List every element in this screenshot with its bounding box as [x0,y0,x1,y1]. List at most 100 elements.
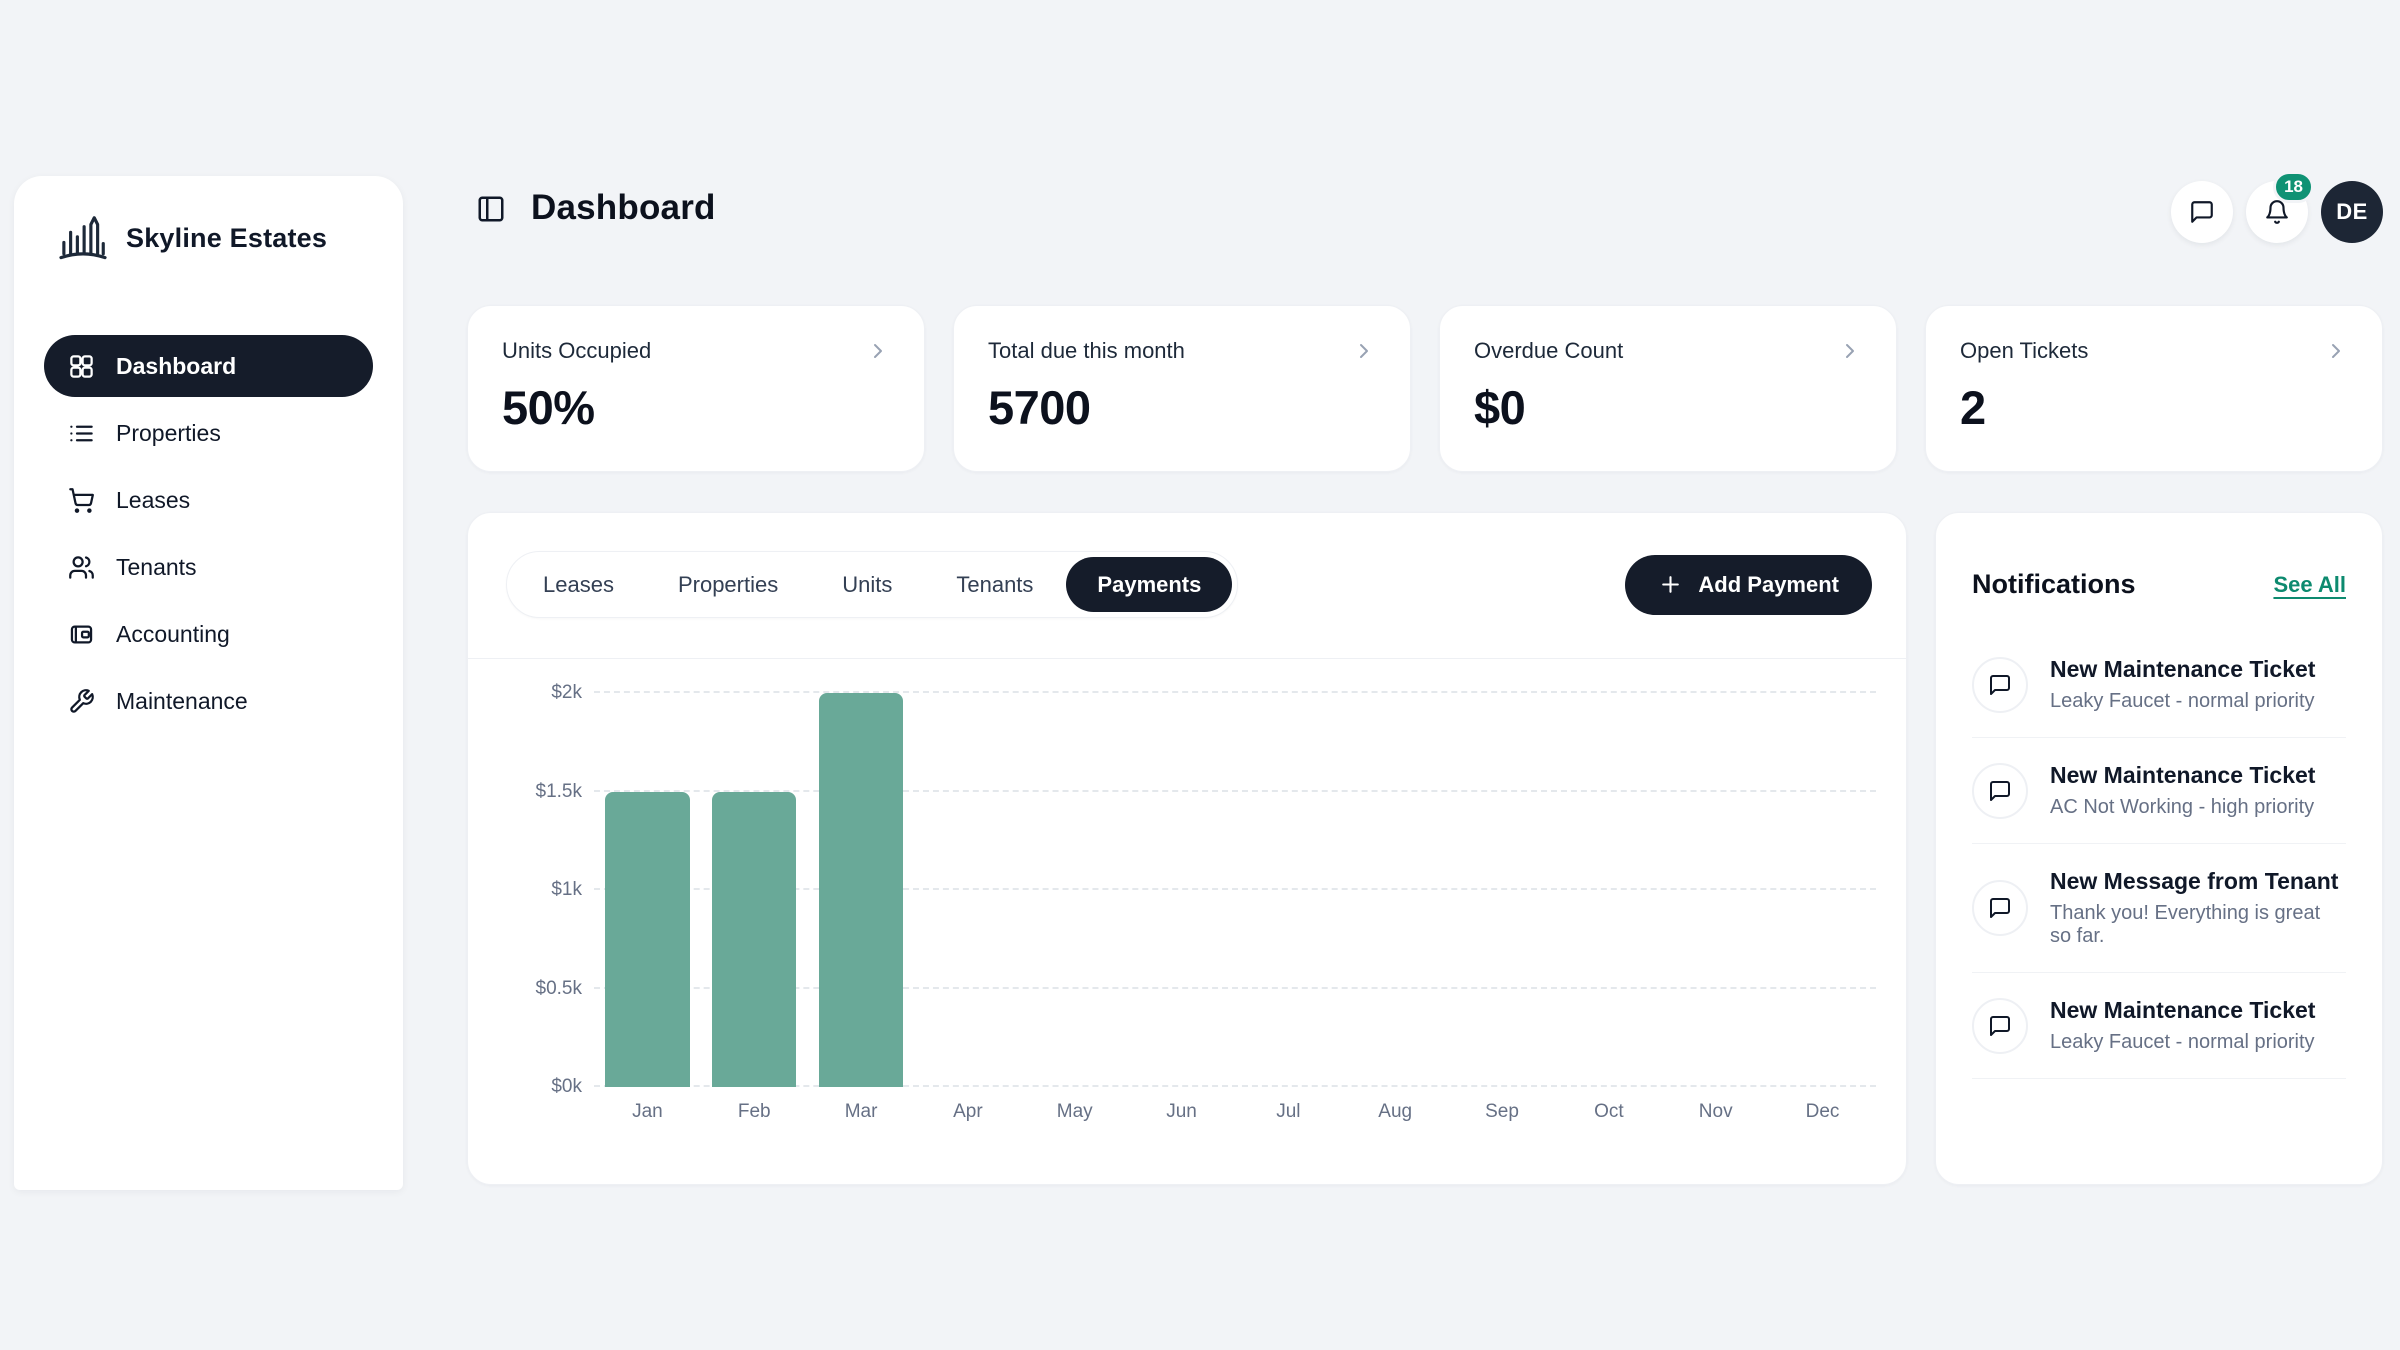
x-axis-tick-label: Jul [1276,1101,1301,1122]
bar-feb [712,791,797,1087]
wallet-icon [68,621,95,648]
chevron-right-icon [2324,339,2348,363]
stat-value: $0 [1474,381,1526,434]
chart-plot [594,691,1876,1087]
users-icon [68,554,95,581]
gridline [594,986,1876,989]
sidebar-item-label: Leases [116,486,191,513]
x-axis-tick-label: Nov [1698,1101,1733,1122]
wrench-icon [68,688,95,715]
sidebar-toggle-button[interactable] [476,194,506,224]
sidebar-item-label: Accounting [116,620,230,647]
sidebar-item-leases[interactable]: Leases [44,469,373,531]
notifications-panel: Notifications See All New Maintenance Ti… [1935,512,2383,1185]
list-icon [68,420,95,447]
x-axis-tick-label: May [1056,1101,1093,1122]
stat-card-open-tickets[interactable]: Open Tickets 2 [1925,305,2383,472]
stat-label: Open Tickets [1960,338,2089,363]
avatar[interactable]: DE [2321,181,2383,243]
main-content: Leases Properties Units Tenants Payments… [467,512,2383,1185]
payments-chart-card: Leases Properties Units Tenants Payments… [467,512,1907,1185]
x-axis-tick-label: Mar [844,1101,878,1122]
notification-title: New Message from Tenant [2050,868,2339,894]
sidebar-item-label: Dashboard [116,352,237,379]
plus-icon [1658,572,1683,597]
entity-tabs: Leases Properties Units Tenants Payments [506,551,1239,618]
brand: Skyline Estates [44,210,373,266]
chevron-right-icon [1838,339,1862,363]
chat-bubble-icon [1972,880,2028,936]
notification-title: New Maintenance Ticket [2050,656,2316,682]
x-axis-tick-label: Feb [737,1101,771,1122]
notifications-title: Notifications [1972,569,2136,599]
stats-row: Units Occupied 50% Total due this month … [467,305,2383,472]
sidebar-item-maintenance[interactable]: Maintenance [44,670,373,732]
sidebar-item-accounting[interactable]: Accounting [44,603,373,665]
notification-item[interactable]: New Message from Tenant Thank you! Every… [1972,844,2346,973]
x-axis-tick-label: Jun [1166,1101,1197,1122]
brand-name: Skyline Estates [126,222,328,253]
add-payment-button[interactable]: Add Payment [1625,554,1872,615]
x-axis-tick-label: Apr [953,1101,983,1122]
notifications-button[interactable]: 18 [2246,171,2314,243]
gridline [594,888,1876,890]
chevron-right-icon [866,339,890,363]
notification-item[interactable]: New Maintenance Ticket Leaky Faucet - no… [1972,632,2346,738]
stat-card-total-due[interactable]: Total due this month 5700 [953,305,1411,472]
notification-subtitle: AC Not Working - high priority [2050,796,2315,818]
stat-label: Units Occupied [502,338,652,363]
skyline-logo-icon [56,211,110,265]
gridline [594,691,1876,693]
notification-item[interactable]: New Maintenance Ticket Leaky Faucet - no… [1972,973,2346,1079]
x-axis-tick-label: Dec [1805,1101,1840,1122]
chevron-right-icon [1352,339,1376,363]
x-axis-tick-label: Sep [1485,1101,1519,1122]
bell-icon [2264,199,2290,225]
tab-properties[interactable]: Properties [647,557,809,612]
sidebar-nav: Dashboard Properties Leases [44,335,373,732]
stat-label: Overdue Count [1474,338,1624,363]
see-all-link[interactable]: See All [2273,571,2346,597]
stat-card-overdue-count[interactable]: Overdue Count $0 [1439,305,1897,472]
notification-subtitle: Leaky Faucet - normal priority [2050,690,2315,712]
payments-bar-chart: $0k $0.5k $1k $1.5k $2k Jan Feb Mar Apr May Jun Ju… [504,682,1876,1163]
chat-bubble-icon [2189,199,2215,225]
notification-title: New Maintenance Ticket [2050,997,2316,1023]
messages-button[interactable] [2171,181,2233,243]
sidebar-item-label: Properties [116,419,221,446]
chart-header: Leases Properties Units Tenants Payments… [468,513,1906,618]
stat-card-units-occupied[interactable]: Units Occupied 50% [467,305,925,472]
sidebar-item-dashboard[interactable]: Dashboard [44,335,373,397]
y-axis-tick-label: $1k [551,879,582,900]
sidebar-item-tenants[interactable]: Tenants [44,536,373,598]
notification-title: New Maintenance Ticket [2050,762,2316,788]
tab-leases[interactable]: Leases [512,557,645,612]
notification-subtitle: Thank you! Everything is great so far. [2050,902,2321,947]
stat-value: 2 [1960,381,1986,434]
y-axis-tick-label: $2k [551,682,582,703]
notification-item-partial[interactable] [1972,1079,2346,1092]
stat-value: 5700 [988,381,1091,434]
gridline [594,1085,1876,1087]
sidebar: Skyline Estates Dashboard Properties [14,176,403,1190]
dashboard-grid-icon [68,353,95,380]
header-actions: 18 DE [2171,171,2383,243]
tab-tenants[interactable]: Tenants [925,557,1064,612]
stat-label: Total due this month [988,338,1185,363]
bar-mar [818,693,904,1087]
stat-value: 50% [502,381,595,434]
x-axis-tick-label: Aug [1378,1101,1413,1122]
sidebar-item-properties[interactable]: Properties [44,402,373,464]
notification-count-badge: 18 [2273,171,2314,203]
sidebar-item-label: Tenants [116,553,197,580]
cart-icon [68,487,95,514]
chat-bubble-icon [1972,656,2028,713]
notification-item[interactable]: New Maintenance Ticket AC Not Working - … [1972,738,2346,844]
gridline [594,789,1876,792]
tab-payments[interactable]: Payments [1066,557,1233,612]
chat-bubble-icon [1972,762,2028,819]
bar-jan [605,791,690,1087]
tab-units[interactable]: Units [811,557,923,612]
x-axis-tick-label: Oct [1594,1101,1624,1122]
notifications-list: New Maintenance Ticket Leaky Faucet - no… [1972,632,2346,1092]
